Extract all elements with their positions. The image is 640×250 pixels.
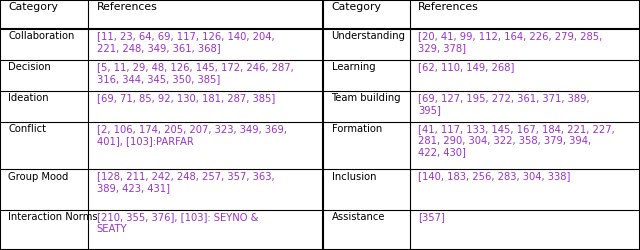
Text: [20, 41, 99, 112, 164, 226, 279, 285,
329, 378]: [20, 41, 99, 112, 164, 226, 279, 285, 32… bbox=[418, 31, 602, 53]
Text: Group Mood: Group Mood bbox=[8, 172, 68, 181]
Text: [210, 355, 376], [103]: SEYNO &
SEATY: [210, 355, 376], [103]: SEYNO & SEATY bbox=[97, 212, 258, 234]
Text: [357]: [357] bbox=[418, 212, 445, 222]
Text: [69, 71, 85, 92, 130, 181, 287, 385]: [69, 71, 85, 92, 130, 181, 287, 385] bbox=[97, 93, 275, 103]
Text: Category: Category bbox=[8, 2, 58, 12]
Text: Category: Category bbox=[332, 2, 381, 12]
Text: [128, 211, 242, 248, 257, 357, 363,
389, 423, 431]: [128, 211, 242, 248, 257, 357, 363, 389,… bbox=[97, 172, 275, 193]
Text: Inclusion: Inclusion bbox=[332, 172, 376, 181]
Text: Collaboration: Collaboration bbox=[8, 31, 75, 41]
Text: Assistance: Assistance bbox=[332, 212, 385, 222]
Text: Team building: Team building bbox=[332, 93, 401, 103]
Text: Understanding: Understanding bbox=[332, 31, 406, 41]
Text: Decision: Decision bbox=[8, 62, 51, 72]
Text: Conflict: Conflict bbox=[8, 124, 46, 134]
Text: Ideation: Ideation bbox=[8, 93, 49, 103]
Text: [11, 23, 64, 69, 117, 126, 140, 204,
221, 248, 349, 361, 368]: [11, 23, 64, 69, 117, 126, 140, 204, 221… bbox=[97, 31, 275, 53]
Text: Learning: Learning bbox=[332, 62, 375, 72]
Text: References: References bbox=[418, 2, 479, 12]
Text: [69, 127, 195, 272, 361, 371, 389,
395]: [69, 127, 195, 272, 361, 371, 389, 395] bbox=[418, 93, 589, 115]
Text: [140, 183, 256, 283, 304, 338]: [140, 183, 256, 283, 304, 338] bbox=[418, 172, 570, 181]
Text: References: References bbox=[97, 2, 157, 12]
Text: Formation: Formation bbox=[332, 124, 382, 134]
Text: [2, 106, 174, 205, 207, 323, 349, 369,
401], [103]:PARFAR: [2, 106, 174, 205, 207, 323, 349, 369, 4… bbox=[97, 124, 287, 146]
Text: [5, 11, 29, 48, 126, 145, 172, 246, 287,
316, 344, 345, 350, 385]: [5, 11, 29, 48, 126, 145, 172, 246, 287,… bbox=[97, 62, 293, 84]
Text: [62, 110, 149, 268]: [62, 110, 149, 268] bbox=[418, 62, 515, 72]
Text: Interaction Norms: Interaction Norms bbox=[8, 212, 98, 222]
Text: [41, 117, 133, 145, 167, 184, 221, 227,
281, 290, 304, 322, 358, 379, 394,
422, : [41, 117, 133, 145, 167, 184, 221, 227, … bbox=[418, 124, 614, 158]
